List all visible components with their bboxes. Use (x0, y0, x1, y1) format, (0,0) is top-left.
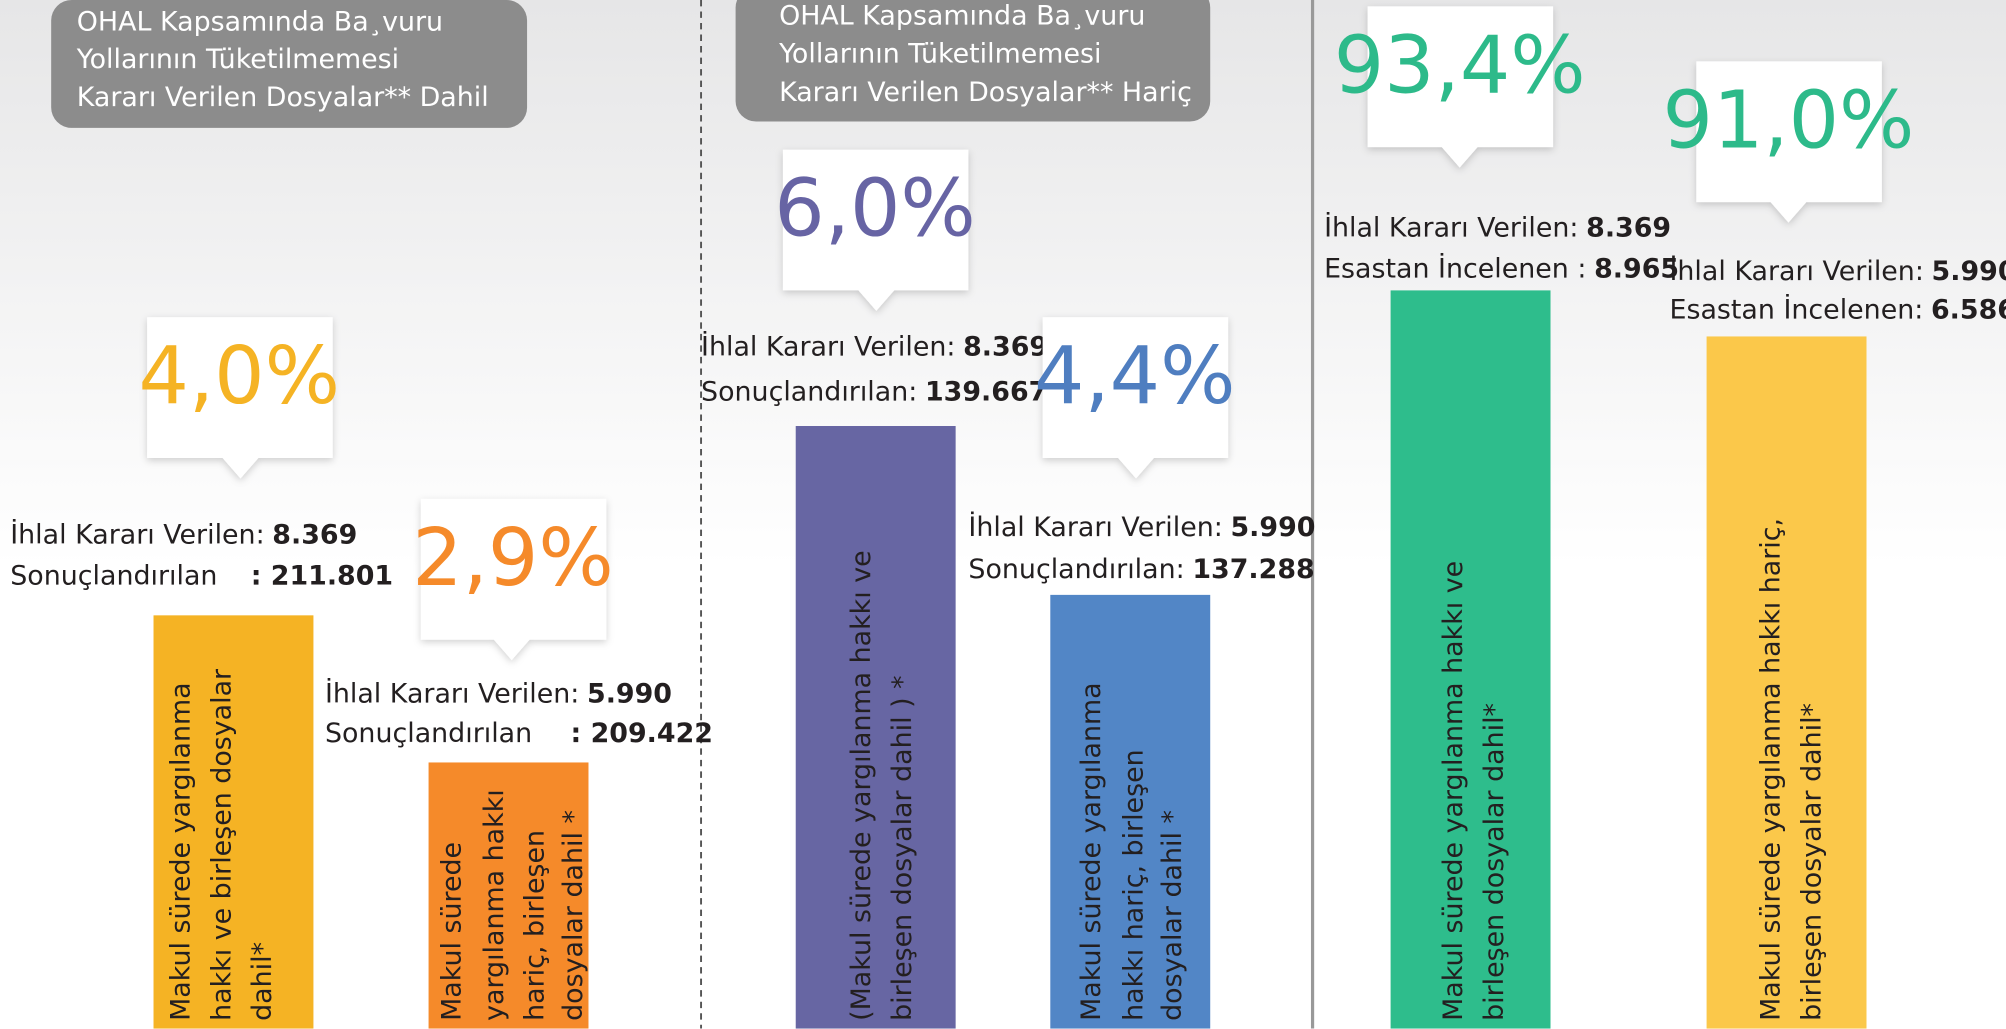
info-line: İhlal Kararı Verilen: 8.369 (10, 519, 357, 551)
info-value: 5.990 (1230, 512, 1315, 543)
bar (153, 615, 314, 1029)
bar-text: Makul sürede yargılanma hakkı hariç, (1756, 518, 1787, 1021)
callout-box (1696, 61, 1882, 223)
info-label: Esastan İncelenen : (1324, 253, 1586, 285)
info-value: : 209.422 (571, 718, 713, 749)
info-line: İhlal Kararı Verilen: 5.990 (1669, 255, 2006, 287)
info-line: İhlal Kararı Verilen: 8.369 (1324, 212, 1671, 244)
callout-box (420, 498, 607, 661)
info-label: İhlal Kararı Verilen: (1324, 212, 1578, 244)
content: OHAL Kapsamında Ba¸vuru Yollarının Tüketi… (10, 0, 2006, 1029)
heading-line: OHAL Kapsamında Ba¸vuru (779, 0, 1145, 31)
percent: 4,4% (1034, 329, 1235, 422)
info-label: İhlal Kararı Verilen: (701, 331, 955, 363)
bar-text: Makul sürede yargılanma (1076, 682, 1107, 1021)
bar-text: yargılanma hakkı (479, 789, 510, 1021)
bar-text: birleşen dosyalar dahil* (1479, 703, 1510, 1021)
heading-line: Kararı Verilen Dosyalar** Dahil (77, 82, 489, 113)
info-line: İhlal Kararı Verilen: 5.990 (325, 677, 672, 709)
percent: 4,0% (138, 329, 339, 422)
percent: 6,0% (774, 162, 975, 255)
info-value: 137.288 (1192, 554, 1314, 585)
info-line: İhlal Kararı Verilen: 5.990 (968, 511, 1315, 543)
heading-line: Yollarının Tüketilmemesi (778, 39, 1101, 70)
info-line: Sonuçlandırılan : 211.801 (10, 561, 393, 592)
heading-line: Kararı Verilen Dosyalar** Hariç (779, 77, 1192, 108)
info-value: 8.369 (1586, 213, 1671, 244)
bar-text: (Makul sürede yargılanma hakkı ve (846, 550, 877, 1021)
heading-box (51, 0, 528, 128)
info-label: İhlal Kararı Verilen: (968, 511, 1222, 543)
bar-text: dosyalar dahil * (1157, 810, 1188, 1021)
percent: 2,9% (412, 511, 613, 604)
percent: 93,4% (1334, 18, 1586, 111)
info-value: 8.369 (963, 332, 1048, 363)
info-value: 5.990 (1932, 256, 2006, 287)
callout-box (147, 317, 333, 479)
bar-text: hakkı hariç, birleşen (1118, 749, 1149, 1021)
bar-text: birleşen dosyalar dahil ) * (887, 675, 918, 1020)
info-line: Sonuçlandırılan: 137.288 (968, 554, 1314, 585)
bar-text: dahil* (247, 942, 278, 1021)
bar-text: hakkı ve birleşen dosyalar (206, 668, 237, 1021)
info-line: Esastan İncelenen: 6.586 (1669, 294, 2006, 326)
info-label: Sonuçlandırılan: (968, 554, 1184, 585)
info-value: : 211.801 (251, 561, 393, 592)
heading-line: OHAL Kapsamında Ba¸vuru (77, 7, 443, 38)
bar-text: Makul sürede yargılanma (165, 682, 196, 1021)
info-value: 139.667 (925, 376, 1047, 407)
bar (1050, 594, 1211, 1029)
info-label: İhlal Kararı Verilen: (10, 519, 264, 551)
info-label: Sonuçlandırılan: (701, 376, 917, 407)
info-label: Esastan İncelenen: (1669, 294, 1923, 326)
bar (1706, 336, 1867, 1029)
info-value: 8.965 (1594, 254, 1679, 285)
callout-box (782, 149, 969, 311)
bar-text: Makul sürede (437, 842, 468, 1021)
bar-text: dosyalar dahil * (558, 810, 589, 1021)
bar-text: Makul sürede yargılanma hakkı ve (1438, 561, 1469, 1021)
percent: 91,0% (1663, 73, 1915, 166)
heading-line: Yollarının Tüketilmemesi (76, 44, 399, 75)
info-value: 6.586 (1931, 295, 2006, 326)
heading-box (735, 0, 1211, 122)
info-line: İhlal Kararı Verilen: 8.369 (701, 331, 1048, 363)
info-line: Esastan İncelenen : 8.965 (1324, 253, 1679, 285)
info-value: 5.990 (587, 678, 672, 709)
info-line: Sonuçlandırılan: 139.667 (701, 376, 1047, 407)
bar-text: hariç, birleşen (520, 830, 551, 1021)
bar (428, 762, 589, 1029)
bar (1390, 290, 1551, 1029)
callout-box (1042, 317, 1229, 479)
info-label: İhlal Kararı Verilen: (1669, 255, 1923, 287)
info-value: 8.369 (272, 520, 357, 551)
bar (795, 426, 956, 1029)
callout-box (1367, 6, 1554, 168)
bar-text: birleşen dosyalar dahil* (1796, 703, 1827, 1021)
info-label: Sonuçlandırılan (10, 561, 217, 592)
info-label: Sonuçlandırılan (325, 718, 532, 749)
info-line: Sonuçlandırılan : 209.422 (325, 718, 713, 749)
info-label: İhlal Kararı Verilen: (325, 677, 579, 709)
